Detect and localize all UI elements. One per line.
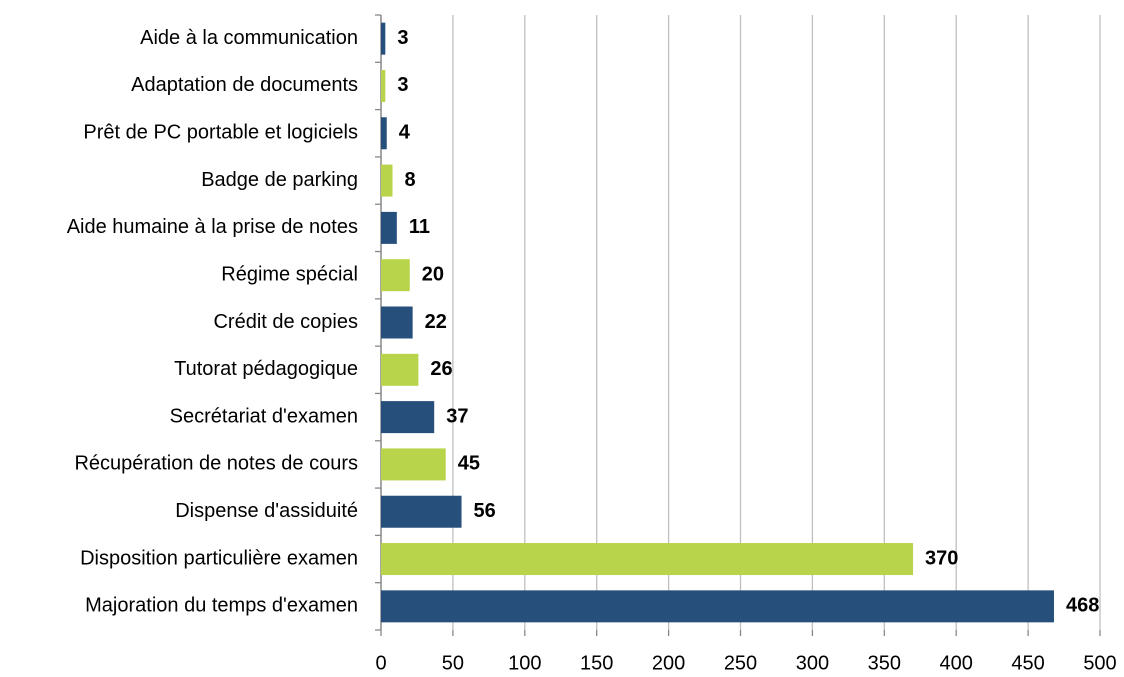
data-label: 22	[425, 311, 447, 333]
bar	[381, 495, 462, 528]
x-tick-label: 450	[1011, 652, 1044, 674]
bar	[381, 211, 397, 244]
bar	[381, 259, 410, 292]
x-tick-label: 50	[442, 652, 464, 674]
bar	[381, 306, 413, 339]
x-tick-label: 500	[1083, 652, 1116, 674]
data-label: 4	[399, 122, 411, 144]
data-label: 56	[474, 500, 496, 522]
x-tick-label: 350	[868, 652, 901, 674]
x-tick-label: 100	[508, 652, 541, 674]
x-tick-label: 0	[375, 652, 386, 674]
x-tick-label: 400	[940, 652, 973, 674]
bar	[381, 117, 387, 150]
y-tick-label: Régime spécial	[221, 263, 358, 285]
y-tick-label: Disposition particulière examen	[80, 547, 358, 569]
y-tick-label: Badge de parking	[201, 169, 358, 191]
data-label: 11	[409, 216, 430, 238]
y-tick-label: Dispense d'assiduité	[175, 500, 358, 522]
bar	[381, 353, 419, 386]
bar	[381, 69, 386, 102]
data-label: 45	[458, 453, 480, 475]
data-label: 26	[430, 358, 452, 380]
bar	[381, 543, 914, 576]
bar	[381, 164, 393, 197]
data-label: 20	[422, 263, 444, 285]
x-tick-label: 250	[724, 652, 757, 674]
y-tick-label: Tutorat pédagogique	[174, 358, 358, 380]
bar	[381, 590, 1054, 623]
data-label: 37	[446, 405, 468, 427]
y-tick-label: Aide humaine à la prise de notes	[67, 216, 358, 238]
y-tick-label: Récupération de notes de cours	[74, 453, 358, 475]
y-tick-label: Majoration du temps d'examen	[85, 595, 358, 617]
data-label: 3	[397, 27, 408, 49]
y-tick-label: Adaptation de documents	[131, 74, 358, 96]
x-tick-label: 200	[652, 652, 685, 674]
y-tick-label: Prêt de PC portable et logiciels	[83, 122, 358, 144]
x-tick-label: 300	[796, 652, 829, 674]
y-tick-label: Aide à la communication	[140, 27, 358, 49]
x-tick-label: 150	[580, 652, 613, 674]
bar	[381, 401, 435, 434]
bar	[381, 448, 446, 481]
data-label: 468	[1066, 595, 1099, 617]
bar	[381, 22, 386, 55]
data-label: 8	[405, 169, 416, 191]
y-tick-label: Secrétariat d'examen	[170, 405, 358, 427]
data-label: 3	[397, 74, 408, 96]
data-label: 370	[925, 547, 958, 569]
y-tick-label: Crédit de copies	[213, 311, 358, 333]
